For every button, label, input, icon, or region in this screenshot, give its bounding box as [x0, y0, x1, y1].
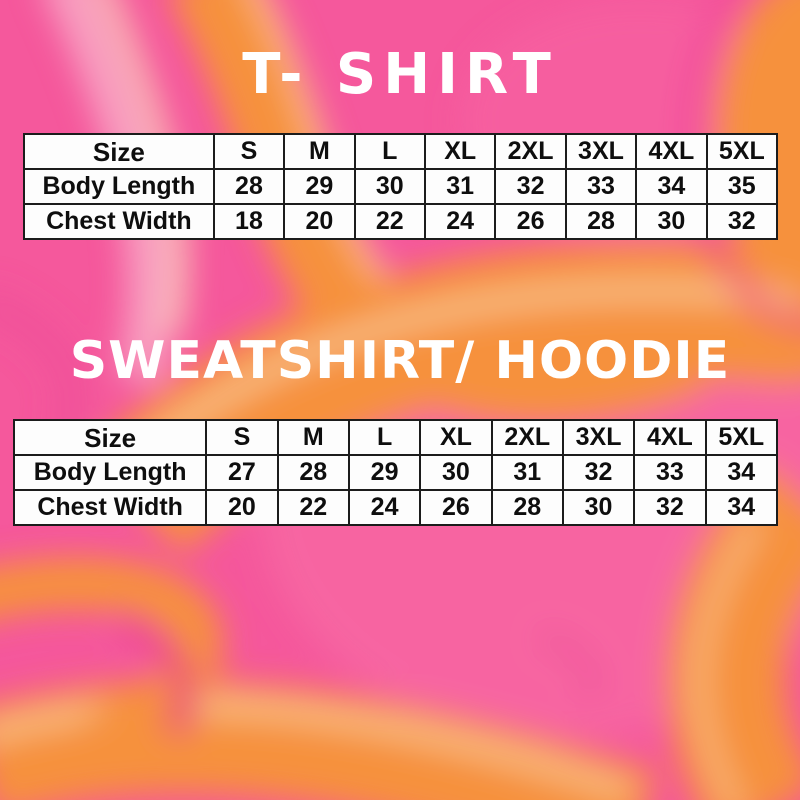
size-value: 32 — [494, 168, 567, 205]
tshirt-size-table: Size S M L XL 2XL 3XL 4XL 5XL Body Lengt… — [23, 133, 779, 240]
size-value: 34 — [704, 489, 779, 526]
size-column-header: 2XL — [490, 419, 564, 456]
size-value: 29 — [283, 168, 356, 205]
size-value: 20 — [205, 489, 279, 526]
tshirt-header-row: Size S M L XL 2XL 3XL 4XL 5XL — [23, 133, 779, 170]
size-column-header: M — [283, 133, 356, 170]
size-value: 28 — [564, 203, 638, 240]
size-column-header: L — [353, 133, 426, 170]
size-value: 33 — [564, 168, 638, 205]
size-value: 30 — [353, 168, 426, 205]
size-column-header: 5XL — [705, 133, 779, 170]
sweatshirt-chest-width-row: Chest Width 20 22 24 26 28 30 32 34 — [12, 489, 779, 526]
size-value: 30 — [561, 489, 636, 526]
size-column-header: M — [276, 419, 350, 456]
size-value: 24 — [347, 489, 422, 526]
size-column-header: L — [347, 419, 422, 456]
sweatshirt-title: SWEATSHIRT/ HOODIE — [69, 331, 731, 391]
size-value: 31 — [423, 168, 497, 205]
row-label: Body Length — [23, 168, 215, 205]
size-corner-header: Size — [23, 133, 215, 170]
size-value: 31 — [490, 454, 564, 491]
size-column-header: XL — [423, 133, 497, 170]
size-value: 30 — [635, 203, 708, 240]
row-label: Chest Width — [12, 489, 208, 526]
size-column-header: 5XL — [704, 419, 779, 456]
size-value: 24 — [423, 203, 497, 240]
size-value: 28 — [212, 168, 286, 205]
size-value: 20 — [283, 203, 356, 240]
size-value: 34 — [635, 168, 708, 205]
tshirt-title: T- SHIRT — [242, 42, 558, 107]
row-label: Body Length — [12, 454, 208, 491]
size-value: 35 — [705, 168, 779, 205]
sweatshirt-body-length-row: Body Length 27 28 29 30 31 32 33 34 — [12, 454, 779, 491]
size-column-header: S — [212, 133, 286, 170]
size-column-header: 3XL — [564, 133, 638, 170]
size-value: 32 — [633, 489, 707, 526]
size-value: 30 — [419, 454, 493, 491]
size-column-header: 4XL — [635, 133, 708, 170]
size-column-header: S — [205, 419, 279, 456]
size-value: 32 — [705, 203, 779, 240]
size-column-header: 2XL — [494, 133, 567, 170]
size-value: 33 — [633, 454, 707, 491]
size-column-header: 3XL — [561, 419, 636, 456]
row-label: Chest Width — [23, 203, 215, 240]
size-value: 32 — [561, 454, 636, 491]
sweatshirt-header-row: Size S M L XL 2XL 3XL 4XL 5XL — [12, 419, 779, 456]
size-value: 22 — [353, 203, 426, 240]
size-column-header: XL — [419, 419, 493, 456]
size-value: 28 — [490, 489, 564, 526]
tshirt-chest-width-row: Chest Width 18 20 22 24 26 28 30 32 — [23, 203, 779, 240]
size-value: 26 — [494, 203, 567, 240]
tshirt-body-length-row: Body Length 28 29 30 31 32 33 34 35 — [23, 168, 779, 205]
size-corner-header: Size — [12, 419, 208, 456]
size-value: 29 — [347, 454, 422, 491]
size-value: 28 — [276, 454, 350, 491]
size-value: 18 — [212, 203, 286, 240]
size-value: 26 — [419, 489, 493, 526]
size-value: 34 — [704, 454, 779, 491]
size-value: 27 — [205, 454, 279, 491]
size-value: 22 — [276, 489, 350, 526]
size-column-header: 4XL — [633, 419, 707, 456]
sweatshirt-size-table: Size S M L XL 2XL 3XL 4XL 5XL Body Lengt… — [12, 419, 779, 526]
